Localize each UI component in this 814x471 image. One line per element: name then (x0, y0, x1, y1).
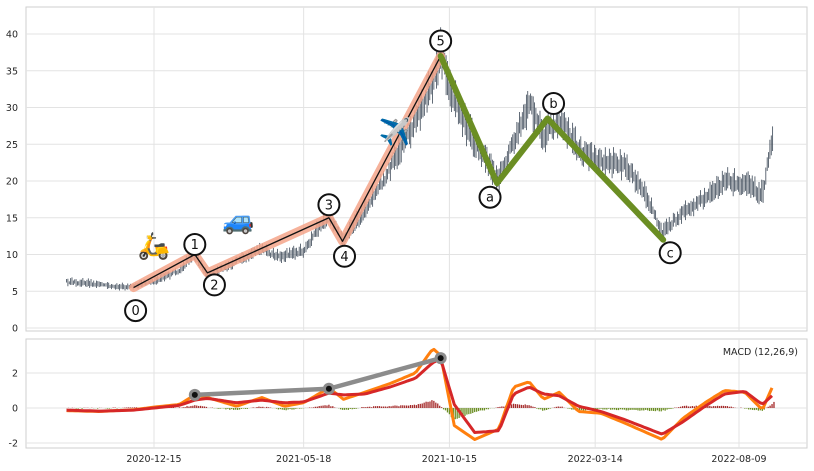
x-tick-label: 2022-08-09 (711, 454, 766, 465)
corrective-wave-line (437, 53, 667, 243)
macd-annotation: MACD (12,26,9) (723, 347, 798, 358)
price-y-tick-label: 15 (6, 213, 18, 224)
wave-label-text: 4 (340, 250, 348, 265)
wave-label-circle (429, 29, 453, 53)
wave-label-text: 1 (191, 238, 199, 253)
wave-label-text: 3 (325, 198, 333, 213)
wave-label-b: b (542, 92, 566, 116)
scooter-icon: 🛵 (138, 232, 170, 262)
wave-label-circle (658, 241, 682, 265)
wave-label-c: c (658, 241, 682, 265)
price-y-tick-label: 40 (6, 30, 18, 41)
corrective-wave-layer (437, 53, 667, 243)
signal-line (66, 357, 774, 436)
divergence-point-inner (437, 355, 444, 362)
macd-panel-frame (25, 338, 808, 449)
wave-label-circle (478, 185, 502, 209)
wave-label-text: 5 (437, 35, 445, 50)
price-gridlines (26, 7, 807, 331)
price-y-tick-label: 10 (6, 250, 18, 261)
divergence-point-inner (325, 385, 332, 392)
x-tick-label: 2022-03-14 (568, 454, 623, 465)
price-y-tick-label: 20 (6, 177, 18, 188)
wave-label-layer: 0 1 2 3 4 5 a b c (124, 29, 682, 323)
macd-y-tick-label: 0 (12, 404, 18, 415)
macd-divergence-layer (188, 352, 447, 401)
x-tick-label: 2020-12-15 (126, 454, 181, 465)
wave-label-circle (542, 92, 566, 116)
wave-label-3: 3 (317, 193, 341, 217)
icon-layer: 🛵 🚙 ✈️ (138, 116, 411, 262)
macd-y-tick-label: -2 (9, 439, 18, 450)
wave-label-5: 5 (429, 29, 453, 53)
wave-label-1: 1 (183, 233, 207, 256)
macd-y-tick-labels: -2 0 2 (9, 369, 18, 450)
wave-label-a: a (478, 185, 502, 209)
impulse-wave-line (133, 55, 442, 289)
wave-label-circle (183, 233, 207, 256)
wave-label-circle (333, 244, 357, 268)
price-y-tick-label: 35 (6, 66, 18, 77)
airplane-icon: ✈️ (379, 116, 411, 148)
divergence-point-inner (191, 391, 198, 398)
wave-label-circle (124, 299, 148, 323)
wave-label-text: 0 (131, 304, 139, 319)
price-y-tick-label: 25 (6, 140, 18, 151)
macd-line (66, 347, 774, 441)
wave-label-0: 0 (124, 299, 148, 323)
price-y-tick-labels: 0 5 10 15 20 25 30 35 40 (6, 30, 18, 335)
macd-panel: -2 0 2 MACD (12,26,9) (9, 338, 808, 450)
wave-label-2: 2 (202, 273, 226, 297)
x-tick-label: 2021-10-15 (422, 454, 477, 465)
wave-label-circle (317, 193, 341, 217)
macd-histogram (65, 400, 775, 420)
wave-label-text: b (549, 97, 557, 112)
macd-lines (66, 347, 774, 441)
wave-label-text: c (667, 246, 674, 261)
price-y-tick-label: 0 (12, 324, 18, 335)
price-y-tick-label: 30 (6, 103, 18, 114)
macd-y-tick-label: 2 (12, 369, 18, 380)
price-panel: 0 5 10 15 20 25 30 35 40 🛵 🚙 ✈️ 0 1 2 3 4 5 a b c (6, 6, 808, 335)
x-tick-label: 2021-05-18 (276, 454, 331, 465)
wave-label-text: a (486, 191, 494, 206)
car-icon: 🚙 (222, 206, 254, 236)
price-y-tick-label: 5 (12, 287, 18, 298)
wave-label-4: 4 (333, 244, 357, 268)
impulse-wave-layer (129, 51, 446, 293)
wave-label-circle (202, 273, 226, 297)
wave-label-text: 2 (210, 278, 218, 293)
x-tick-labels: 2020-12-15 2021-05-18 2021-10-15 2022-03-14… (126, 454, 766, 465)
